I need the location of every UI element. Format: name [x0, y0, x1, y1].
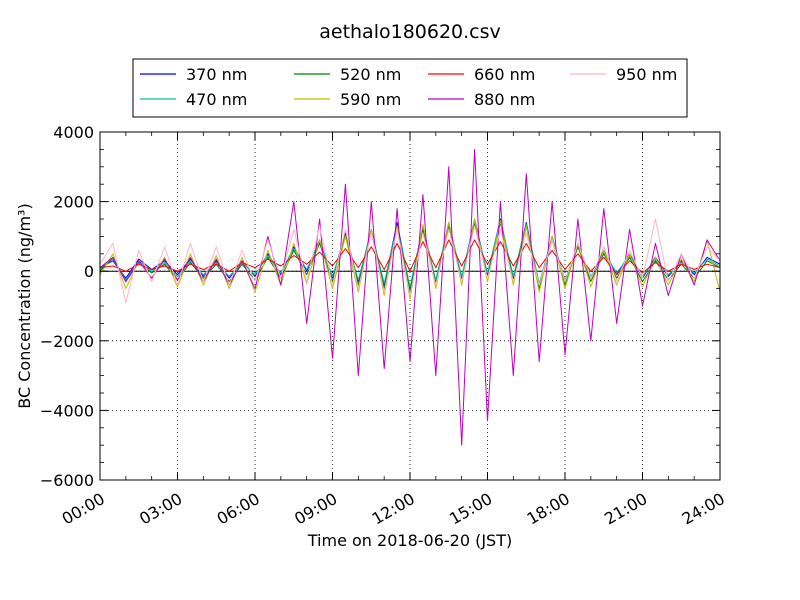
legend-label: 950 nm: [616, 65, 677, 84]
y-tick-label: 2000: [53, 193, 94, 212]
chart-title: aethalo180620.csv: [319, 21, 501, 43]
series-line-660-nm: [99, 239, 721, 276]
series-line-520-nm: [99, 222, 721, 293]
legend-label: 520 nm: [340, 65, 401, 84]
y-axis-label: BC Concentration (ng/m³): [15, 203, 34, 408]
series-lines: [99, 148, 721, 446]
legend-label: 370 nm: [186, 65, 247, 84]
y-tick-label: 0: [84, 262, 94, 281]
y-tick-label: 4000: [53, 123, 94, 142]
y-tick-label: −6000: [40, 471, 94, 490]
legend-label: 590 nm: [340, 90, 401, 109]
x-axis-label: Time on 2018-06-20 (JST): [307, 531, 512, 550]
legend-label: 660 nm: [474, 65, 535, 84]
y-tick-label: −4000: [40, 401, 94, 420]
legend-label: 470 nm: [186, 90, 247, 109]
legend-box: [132, 58, 688, 118]
legend-label: 880 nm: [474, 90, 535, 109]
y-tick-label: −2000: [40, 332, 94, 351]
y-tick-labels: 4000 2000 0 −2000 −4000 −6000: [40, 123, 94, 490]
legend: 370 nm 470 nm 520 nm 590 nm 660 nm 880 nm 950 …: [132, 58, 688, 118]
series-line-590-nm: [99, 218, 721, 300]
series-line-950-nm: [99, 218, 721, 303]
axis-ticks: [99, 131, 721, 481]
series-line-470-nm: [99, 220, 721, 288]
